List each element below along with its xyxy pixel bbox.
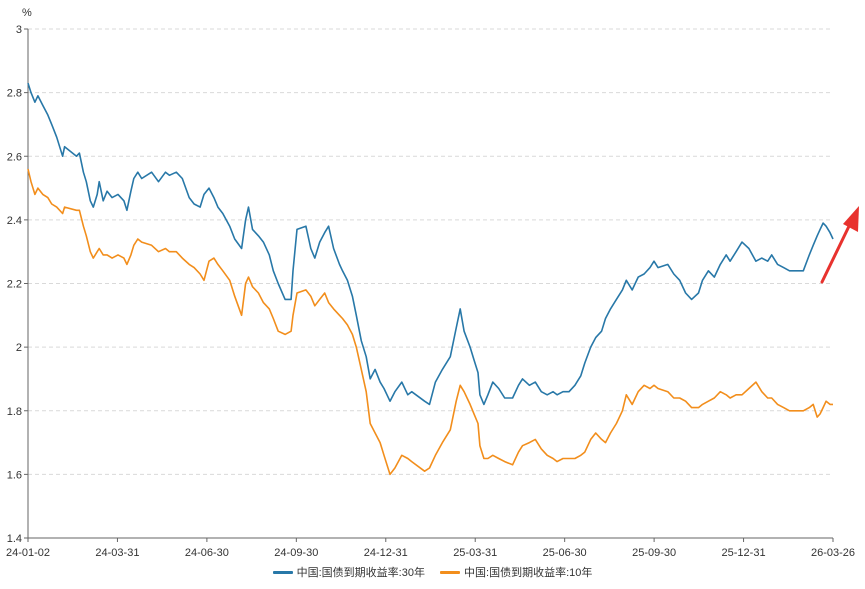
x-tick-label: 25-03-31 (453, 547, 497, 559)
legend-swatch-30y (272, 570, 293, 574)
x-tick-label: 25-12-31 (722, 547, 766, 559)
legend-item-30y[interactable]: 中国:国债到期收益率:30年 (272, 564, 425, 580)
annotation-arrow (820, 206, 859, 284)
y-tick-label: 2.4 (7, 215, 22, 227)
y-tick-label: 2.2 (7, 279, 22, 291)
x-tick-label: 25-06-30 (543, 547, 587, 559)
x-tick-label: 24-03-31 (95, 547, 139, 559)
red-arrow-shaft (820, 218, 854, 284)
series-lines (27, 82, 834, 476)
legend-swatch-10y (440, 570, 461, 574)
y-tick-label: 1.4 (7, 533, 22, 545)
x-tick-label: 24-09-30 (274, 547, 318, 559)
legend: 中国:国债到期收益率:30年 中国:国债到期收益率:10年 (0, 564, 865, 580)
y-tick-label: 2.6 (7, 151, 22, 163)
y-tick-label: 2.8 (7, 88, 22, 100)
x-tick-label: 25-09-30 (632, 547, 676, 559)
gridlines (28, 28, 833, 475)
y-tick-label: 2 (16, 342, 22, 354)
y-tick-label: 1.6 (7, 469, 22, 481)
x-tick-label: 26-03-26 (811, 547, 855, 559)
y-tick-label: 1.8 (7, 406, 22, 418)
axes: % 1.4 1.6 1.8 2 2.2 2.4 2.6 2.8 3 24-01-02 24-03-3… (6, 7, 855, 559)
x-tick-label: 24-06-30 (185, 547, 229, 559)
y-tick-label: 3 (16, 24, 22, 36)
legend-item-10y[interactable]: 中国:国债到期收益率:10年 (440, 564, 592, 580)
legend-label-30y: 中国:国债到期收益率:30年 (296, 567, 425, 579)
x-tick-label: 24-01-02 (6, 547, 50, 559)
x-tick-label: 24-12-31 (364, 547, 408, 559)
series-line-10y[interactable] (27, 168, 833, 476)
series-line-30y[interactable] (27, 82, 834, 406)
red-arrow-head-icon (843, 206, 859, 232)
y-axis-unit-label: % (22, 7, 32, 19)
legend-label-10y: 中国:国债到期收益率:10年 (464, 567, 593, 579)
